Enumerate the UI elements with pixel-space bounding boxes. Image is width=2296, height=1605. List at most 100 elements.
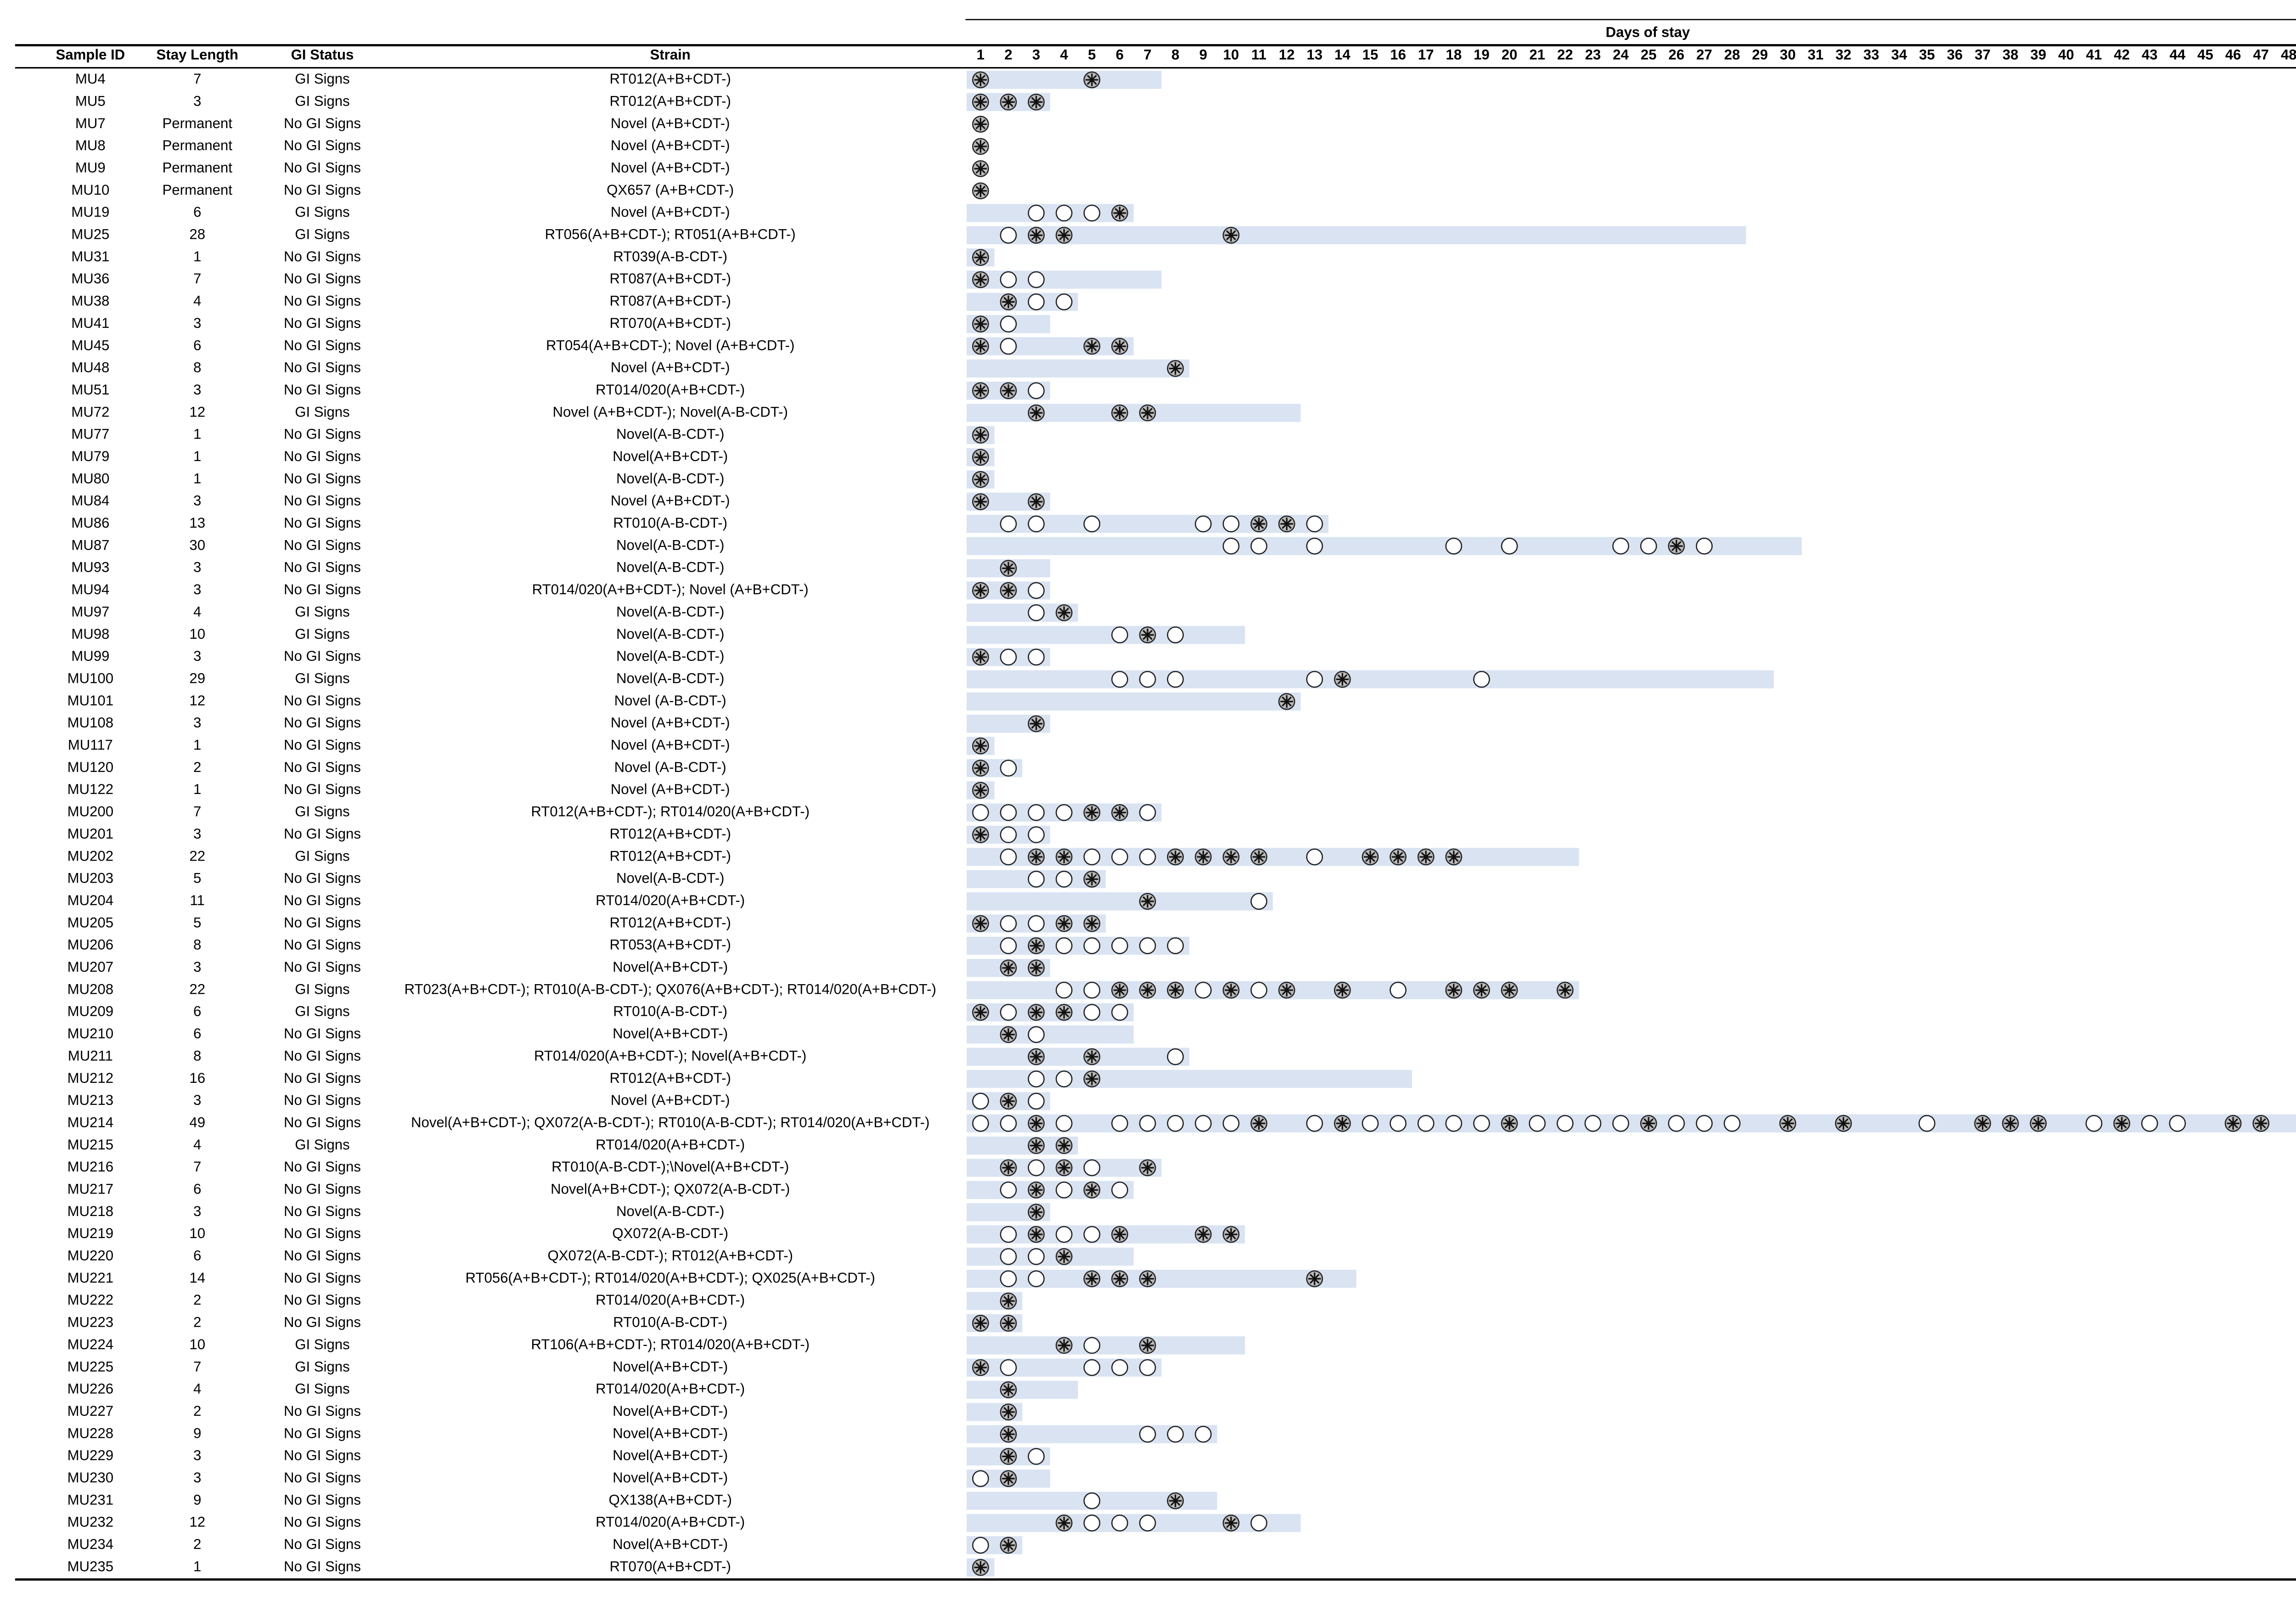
cell-strain: RT070(A+B+CDT-) [609,315,731,331]
positive-sample [1028,226,1045,244]
cell-id: MU208 [68,981,113,997]
negative-sample [1139,804,1156,821]
positive-spoke [975,1318,986,1329]
negative-sample [1028,382,1045,400]
cell-stay: Permanent [163,115,233,131]
positive-spoke [1393,852,1403,862]
bars [967,71,2296,1577]
day-header: 7 [1143,47,1151,63]
negative-sample [1111,1115,1128,1132]
cell-id: MU221 [68,1270,113,1286]
positive-spoke [1031,1185,1041,1195]
cell-gi: GI Signs [295,204,349,220]
positive-spoke [1059,918,1069,929]
cell-gi: No GI Signs [284,1203,361,1219]
positive-sample [2030,1115,2047,1132]
cell-stay: 3 [193,493,201,509]
cell-stay: 12 [189,1514,205,1530]
day-header: 34 [1891,47,1907,63]
cell-id: MU203 [68,870,113,886]
cell-stay: 4 [193,603,201,619]
negative-sample [1028,604,1045,621]
positive-spoke [1254,852,1264,862]
positive-spoke [975,385,986,396]
positive-sample [1473,981,1490,999]
cell-id: MU200 [68,804,113,820]
day-header: 13 [1306,47,1322,63]
negative-sample [1028,1026,1045,1043]
positive-sample [972,1559,989,1576]
positive-spoke [1114,408,1125,418]
positive-spoke [1170,852,1181,862]
negative-sample [1083,848,1101,866]
cell-stay: 2 [193,759,201,775]
cell-strain: Novel (A+B+CDT-); Novel(A-B-CDT-) [552,404,788,420]
positive-sample [2002,1115,2019,1132]
day-header: 48 [2281,47,2296,63]
positive-spoke [1114,341,1125,351]
positive-sample [1000,382,1017,400]
negative-sample [1111,1004,1128,1021]
positive-spoke [975,741,986,751]
positive-sample [1417,848,1435,866]
cell-strain: Novel(A+B+CDT-) [613,448,728,464]
positive-sample [1835,1115,1852,1132]
cell-id: MU214 [68,1114,113,1130]
positive-sample [972,493,989,510]
cell-gi: GI Signs [295,626,349,642]
cell-strain: RT014/020(A+B+CDT-) [596,1514,745,1530]
cell-id: MU80 [71,470,109,486]
negative-sample [1000,515,1017,533]
day-header: 1 [977,47,985,63]
positive-spoke [1031,1229,1041,1239]
cell-id: MU217 [68,1181,113,1197]
cell-id: MU19 [71,204,109,220]
positive-sample [1055,1515,1073,1532]
positive-sample [972,271,989,288]
negative-sample [1083,1159,1101,1177]
negative-sample [1000,760,1017,777]
positive-sample [1055,848,1073,866]
cell-stay: 9 [193,1425,201,1441]
cell-id: MU232 [68,1514,113,1530]
cell-strain: Novel (A+B+CDT-) [611,360,730,376]
negative-sample [1612,1115,1629,1132]
positive-sample [1222,1226,1240,1243]
day-header: 36 [1947,47,1963,63]
stay-bar [967,359,1189,378]
cell-strain: RT056(A+B+CDT-); RT051(A+B+CDT-) [545,226,796,242]
cell-gi: No GI Signs [284,759,361,775]
day-header: 3 [1032,47,1040,63]
negative-sample [1139,937,1156,954]
cell-id: MU210 [68,1025,113,1042]
positive-spoke [1142,985,1153,996]
cell-gi: No GI Signs [284,737,361,753]
day-header: 18 [1446,47,1462,63]
positive-sample [1111,804,1128,821]
positive-sample [1000,1448,1017,1465]
cell-stay: 8 [193,360,201,376]
positive-spoke [1031,1207,1041,1217]
cell-id: MU222 [68,1292,113,1308]
positive-sample [1028,937,1045,954]
stay-bar [967,1380,1078,1399]
positive-sample [1111,404,1128,422]
cell-stay: Permanent [163,137,233,153]
cell-strain: Novel(A-B-CDT-) [616,426,724,442]
positive-spoke [975,252,986,263]
positive-spoke [1086,1074,1097,1084]
positive-spoke [1114,807,1125,818]
negative-sample [1501,537,1518,555]
positive-sample [1250,1115,1267,1132]
cell-gi: No GI Signs [284,826,361,842]
negative-sample [1306,848,1323,866]
cell-gi: No GI Signs [284,1092,361,1108]
cell-gi: No GI Signs [284,293,361,309]
cell-id: MU220 [68,1248,113,1264]
stay-bar [967,1047,1189,1066]
cell-stay: 49 [189,1114,205,1130]
positive-sample [1334,981,1351,999]
cell-id: MU205 [68,914,113,930]
cell-strain: Novel(A+B+CDT-) [613,1536,728,1552]
cell-gi: No GI Signs [284,182,361,198]
